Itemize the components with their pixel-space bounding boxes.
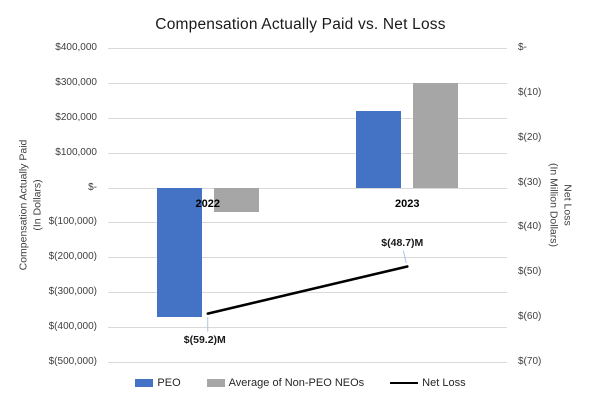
- legend-item-net-loss: Net Loss: [390, 377, 466, 389]
- left-axis-tick-label: $(500,000): [48, 356, 97, 367]
- gridline: [108, 257, 507, 259]
- net-loss-data-label-2023: $(48.7)M: [381, 236, 424, 249]
- legend-label-non-peo-neos: Average of Non-PEO NEOs: [228, 377, 365, 389]
- net-loss-line: [206, 265, 409, 315]
- right-axis-tick-label: $(60): [518, 311, 542, 323]
- legend: PEO Average of Non-PEO NEOs Net Loss: [0, 375, 601, 391]
- right-axis-title: Net Loss (In Million Dollars): [546, 162, 574, 248]
- legend-label-net-loss: Net Loss: [422, 377, 466, 389]
- gridline: [108, 327, 507, 329]
- right-axis-title-line1: Net Loss: [561, 184, 574, 226]
- right-axis-title-line2: (In Million Dollars): [548, 162, 560, 248]
- legend-item-peo: PEO: [135, 377, 181, 389]
- category-label-2022: 2022: [195, 197, 220, 210]
- bar-average-of-non-peo-neos-2023: [413, 82, 459, 188]
- right-axis-tick-label: $(30): [518, 176, 542, 188]
- category-label-2023: 2023: [395, 197, 420, 210]
- left-axis-tick-label: $(200,000): [48, 251, 97, 263]
- peo-swatch: [135, 379, 154, 387]
- gridline: [108, 152, 507, 154]
- gridline: [108, 222, 507, 224]
- right-axis-tick-label: $-: [518, 42, 527, 53]
- right-axis-tick-label: $(70): [518, 356, 542, 367]
- left-axis-tick-label: $300,000: [55, 76, 97, 88]
- bar-peo-2023: [356, 110, 402, 188]
- right-axis-tick-label: $(20): [518, 131, 542, 143]
- right-axis-tick-label: $(40): [518, 221, 542, 233]
- left-axis-tick-label: $(400,000): [48, 321, 97, 333]
- bar-average-of-non-peo-neos-2022: [213, 187, 259, 212]
- legend-item-non-peo-neos: Average of Non-PEO NEOs: [206, 377, 365, 389]
- gridline: [108, 362, 507, 363]
- bar-peo-2022: [156, 187, 202, 317]
- left-axis-tick-label: $400,000: [55, 42, 97, 53]
- chart-title: Compensation Actually Paid vs. Net Loss: [155, 16, 446, 33]
- right-axis-tick-label: $(50): [518, 266, 542, 278]
- left-axis-tick-label: $-: [88, 181, 97, 193]
- net-loss-data-label-2022: $(59.2)M: [183, 333, 226, 346]
- non-peo-neos-swatch: [206, 379, 225, 387]
- left-axis-tick-label: $100,000: [55, 146, 97, 158]
- gridline: [108, 117, 507, 119]
- gridline: [108, 82, 507, 84]
- net-loss-line-swatch: [390, 381, 419, 385]
- right-axis-tick-label: $(10): [518, 86, 542, 98]
- left-axis-tick-label: $(100,000): [48, 216, 97, 228]
- gridline: [108, 48, 507, 49]
- left-axis-tick-label: $(300,000): [48, 286, 97, 298]
- legend-label-peo: PEO: [157, 377, 181, 389]
- gridline: [108, 187, 507, 189]
- left-axis-tick-label: $200,000: [55, 111, 97, 123]
